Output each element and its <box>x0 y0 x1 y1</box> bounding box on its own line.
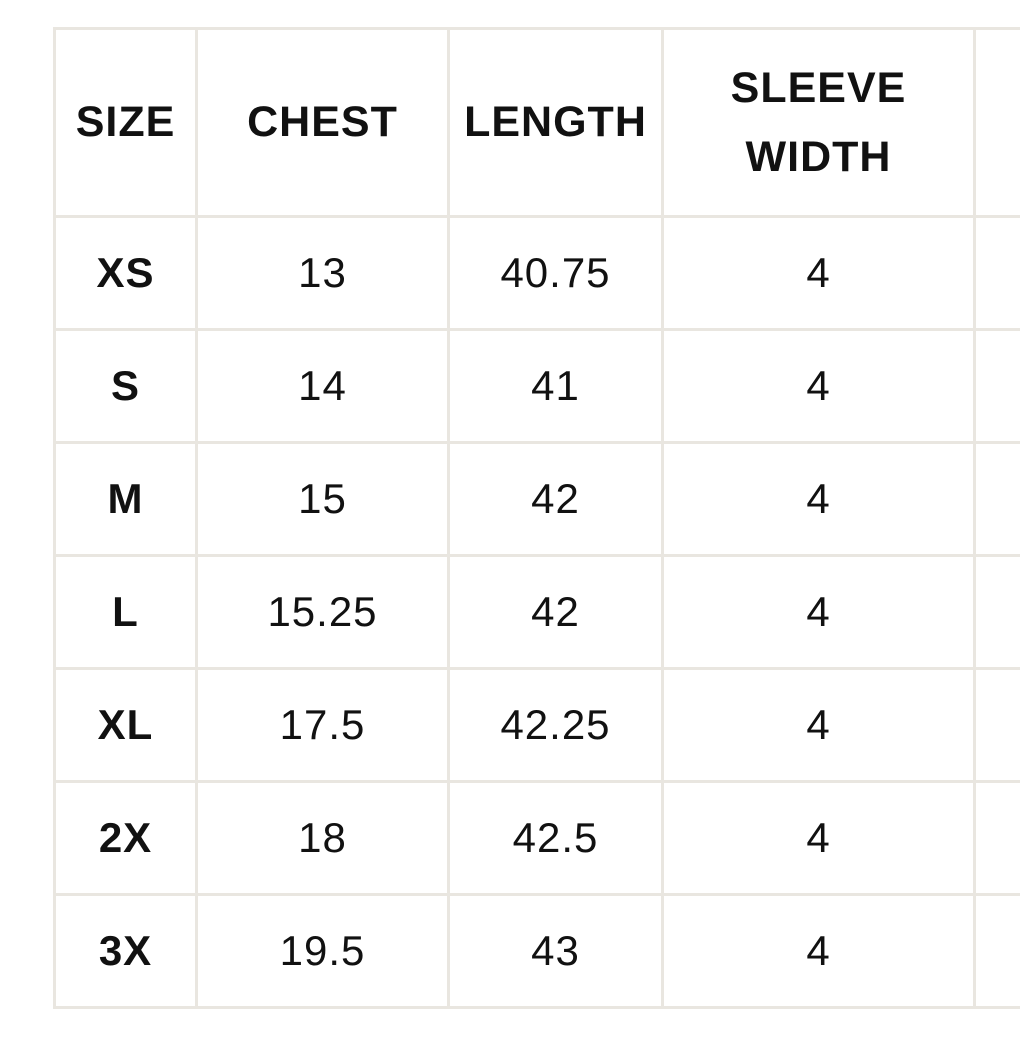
header-row: SIZE CHEST LENGTH SLEEVE WIDTH <box>53 27 1020 218</box>
table-row-2x: 2X 18 42.5 4 <box>53 780 1020 896</box>
sleeve-width-cell: 4 <box>661 780 976 896</box>
table-row-3x: 3X 19.5 43 4 <box>53 893 1020 1009</box>
chest-cell: 18 <box>195 780 450 896</box>
length-cell: 41 <box>447 328 664 444</box>
sleeve-width-cell: 4 <box>661 667 976 783</box>
sleeve-width-cell: 4 <box>661 441 976 557</box>
extra-cell <box>973 441 1020 557</box>
column-header-length: LENGTH <box>447 27 664 218</box>
length-cell: 42.25 <box>447 667 664 783</box>
length-cell: 42.5 <box>447 780 664 896</box>
length-cell: 42 <box>447 554 664 670</box>
size-chart-body: XS 13 40.75 4 S 14 41 4 M 15 42 4 L <box>53 215 1020 1009</box>
table-row-m: M 15 42 4 <box>53 441 1020 557</box>
extra-cell <box>973 554 1020 670</box>
size-chart-container: SIZE CHEST LENGTH SLEEVE WIDTH XS 13 40.… <box>53 27 1020 1009</box>
table-row-l: L 15.25 42 4 <box>53 554 1020 670</box>
table-row-xs: XS 13 40.75 4 <box>53 215 1020 331</box>
sleeve-width-cell: 4 <box>661 328 976 444</box>
column-header-sleeve-width: SLEEVE WIDTH <box>661 27 976 218</box>
table-row-s: S 14 41 4 <box>53 328 1020 444</box>
size-cell: 2X <box>53 780 198 896</box>
table-row-xl: XL 17.5 42.25 4 <box>53 667 1020 783</box>
chest-cell: 14 <box>195 328 450 444</box>
extra-cell <box>973 215 1020 331</box>
column-header-chest: CHEST <box>195 27 450 218</box>
chest-cell: 17.5 <box>195 667 450 783</box>
sleeve-width-cell: 4 <box>661 215 976 331</box>
size-chart-table: SIZE CHEST LENGTH SLEEVE WIDTH XS 13 40.… <box>53 27 1020 1009</box>
chest-cell: 15.25 <box>195 554 450 670</box>
size-cell: XS <box>53 215 198 331</box>
size-chart-header: SIZE CHEST LENGTH SLEEVE WIDTH <box>53 27 1020 218</box>
chest-cell: 15 <box>195 441 450 557</box>
extra-cell <box>973 667 1020 783</box>
length-cell: 43 <box>447 893 664 1009</box>
size-cell: S <box>53 328 198 444</box>
size-cell: XL <box>53 667 198 783</box>
size-cell: 3X <box>53 893 198 1009</box>
sleeve-width-cell: 4 <box>661 893 976 1009</box>
column-header-size: SIZE <box>53 27 198 218</box>
length-cell: 40.75 <box>447 215 664 331</box>
column-header-extra <box>973 27 1020 218</box>
extra-cell <box>973 780 1020 896</box>
length-cell: 42 <box>447 441 664 557</box>
size-cell: L <box>53 554 198 670</box>
chest-cell: 13 <box>195 215 450 331</box>
extra-cell <box>973 328 1020 444</box>
chest-cell: 19.5 <box>195 893 450 1009</box>
sleeve-width-cell: 4 <box>661 554 976 670</box>
extra-cell <box>973 893 1020 1009</box>
size-cell: M <box>53 441 198 557</box>
